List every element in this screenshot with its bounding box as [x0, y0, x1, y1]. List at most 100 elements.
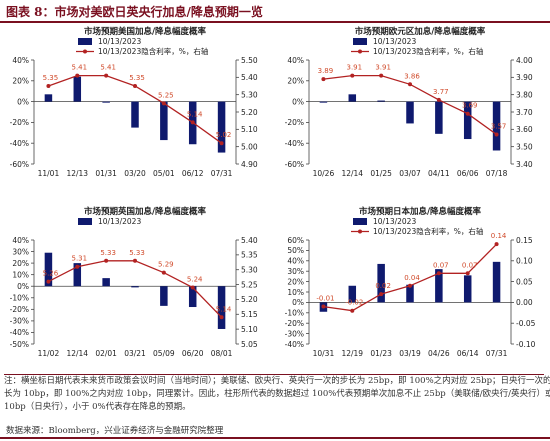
footnote-line: 注：横坐标日期代表未来货币政策会议时间（当地时间）；美联储、欧央行、英央行一次的…: [4, 376, 550, 386]
left-axis-tick-label: 40%: [12, 236, 29, 245]
legend-swatch-bar: [353, 38, 367, 45]
implied-rate-point: [465, 271, 470, 276]
implied-rate-point: [219, 315, 224, 320]
implied-rate-label: 5.41: [71, 64, 87, 72]
x-axis-tick-label: 07/31: [211, 169, 233, 178]
right-axis-tick-label: 5.00: [241, 142, 258, 151]
left-axis-tick-label: 20%: [287, 77, 304, 86]
legend-swatch-bar: [78, 38, 92, 45]
legend-label: 10/13/2023隐含利率，%，右轴: [373, 46, 483, 56]
x-axis-tick-label: 07/31: [486, 349, 508, 358]
bar: [377, 100, 385, 102]
bar: [44, 252, 53, 287]
bar: [348, 94, 357, 102]
implied-rate-point: [494, 242, 499, 247]
left-axis-tick-label: -10%: [285, 309, 304, 318]
bar: [319, 101, 328, 103]
figure-header: 图表 8：市场对美欧日英央行加息/降息预期一览: [0, 0, 550, 23]
right-axis-tick-label: 5.40: [241, 236, 258, 245]
left-axis-tick-label: -10%: [10, 294, 29, 303]
x-axis-tick-label: 12/13: [66, 169, 88, 178]
legend-swatch-bar: [78, 218, 92, 225]
bar: [217, 286, 226, 329]
left-axis-tick-label: -30%: [10, 317, 29, 326]
bar: [406, 284, 414, 303]
implied-rate-label: 5.02: [216, 131, 232, 139]
right-axis-tick-label: 0.15: [516, 236, 533, 245]
left-axis-tick-label: -40%: [10, 328, 29, 337]
implied-rate-point: [104, 73, 109, 78]
implied-rate-point: [46, 84, 51, 88]
implied-rate-label: 3.86: [404, 72, 420, 80]
implied-rate-point: [494, 132, 499, 137]
right-axis-tick-label: 3.80: [516, 90, 533, 99]
left-axis-tick-label: -50%: [10, 340, 29, 349]
x-axis-tick-label: 03/21: [124, 349, 146, 358]
chart-title: 市场预期欧元区加息/降息幅度概率: [355, 26, 486, 37]
x-axis-tick-label: 12/19: [341, 349, 363, 358]
implied-rate-point: [465, 111, 470, 116]
x-axis-tick-label: 06/06: [457, 169, 479, 178]
implied-rate-point: [350, 73, 355, 78]
implied-rate-point: [190, 285, 195, 290]
implied-rate-label: 0.07: [462, 261, 478, 269]
implied-rate-point: [408, 283, 412, 288]
right-axis-tick-label: 5.05: [241, 340, 258, 349]
implied-rate-point: [133, 84, 137, 88]
implied-rate-label: 5.33: [129, 249, 145, 257]
implied-rate-label: 3.91: [346, 64, 362, 72]
right-axis-tick-label: 5.40: [241, 73, 258, 82]
x-axis-tick-label: 06/14: [457, 349, 479, 358]
x-axis-tick-label: 07/18: [486, 169, 508, 178]
chart-title: 市场预期英国加息/降息幅度概率: [84, 206, 207, 217]
right-axis-tick-label: 5.10: [241, 325, 258, 334]
implied-rate-label: 5.26: [43, 270, 59, 278]
left-axis-tick-label: -20%: [285, 118, 304, 127]
x-axis-tick-label: 01/23: [370, 349, 392, 358]
x-axis-tick-label: 11/01: [38, 169, 60, 178]
x-axis-tick-label: 12/14: [341, 169, 363, 178]
right-axis-tick-label: -0.10: [516, 340, 536, 349]
bar: [131, 101, 139, 128]
chart-eu: 市场预期欧元区加息/降息幅度概率10/13/202310/13/2023隐含利率…: [285, 26, 533, 178]
x-axis-tick-label: 02/01: [95, 349, 117, 358]
left-axis-tick-label: 40%: [287, 257, 304, 266]
chart-title: 市场预期美国加息/降息幅度概率: [84, 26, 207, 37]
left-axis-tick-label: 0%: [292, 298, 304, 307]
implied-rate-label: -0.02: [345, 299, 363, 307]
right-axis-tick-label: 5.30: [241, 90, 258, 99]
implied-rate-label: 5.35: [129, 74, 145, 82]
implied-rate-label: -0.01: [316, 295, 334, 303]
implied-rate-point: [161, 101, 166, 106]
bar: [348, 285, 357, 303]
left-axis-tick-label: 30%: [12, 247, 29, 256]
right-axis-tick-label: 3.50: [516, 142, 533, 151]
x-axis-tick-label: 05/09: [153, 349, 175, 358]
implied-rate-point: [46, 279, 51, 284]
chart-jp: 市场预期日本加息/降息幅度概率10/13/202310/13/2023隐含利率，…: [285, 206, 536, 358]
implied-rate-label: 5.33: [100, 249, 116, 257]
implied-rate-point: [75, 264, 80, 269]
right-axis-tick-label: 0.10: [516, 257, 533, 266]
left-axis-tick-label: 60%: [287, 236, 304, 245]
right-axis-tick-label: 0.05: [516, 277, 533, 286]
implied-rate-label: 5.41: [100, 64, 116, 72]
right-axis-tick-label: 4.00: [516, 56, 533, 65]
chart-panel-jp: 市场预期日本加息/降息幅度概率 10/13/2023 10/13/2023隐含利率，…: [275, 204, 550, 369]
bar: [160, 286, 168, 306]
implied-rate-label: 3.57: [491, 123, 507, 131]
x-axis-tick-label: 08/01: [211, 349, 233, 358]
x-axis-tick-label: 10/31: [313, 349, 335, 358]
left-axis-tick-label: 10%: [287, 288, 304, 297]
implied-rate-point: [350, 308, 355, 313]
footnotes: 注：横坐标日期代表未来货币政策会议时间（当地时间）；美联储、欧央行、英央行一次的…: [4, 374, 550, 414]
left-axis-tick-label: 0%: [17, 97, 29, 106]
figure-title: 图表 8：市场对美欧日英央行加息/降息预期一览: [6, 5, 263, 19]
bar: [377, 263, 385, 303]
x-axis-tick-label: 03/20: [124, 169, 146, 178]
right-axis-tick-label: 5.20: [241, 295, 258, 304]
bar: [492, 101, 501, 151]
legend-label: 10/13/2023: [98, 217, 141, 226]
right-axis-tick-label: 3.40: [516, 160, 533, 169]
left-axis-tick-label: 0%: [17, 282, 29, 291]
